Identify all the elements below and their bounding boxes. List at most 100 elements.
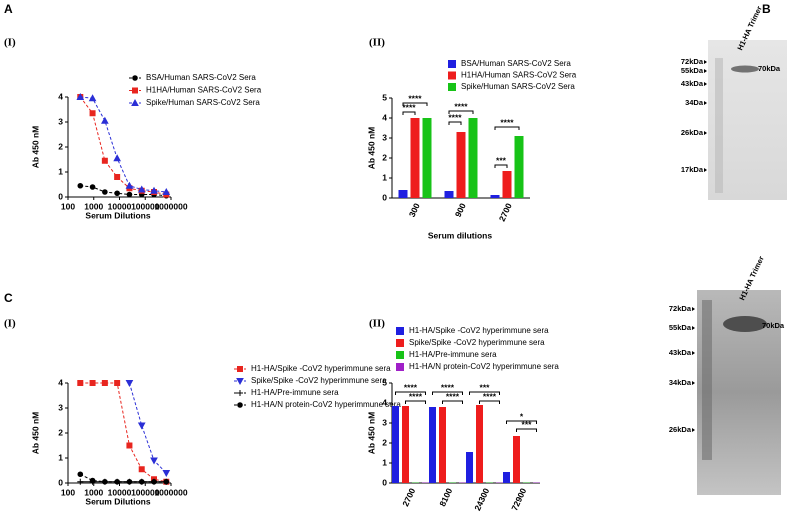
- marker-arrow: [704, 168, 707, 172]
- marker: [137, 422, 146, 430]
- bar: [402, 406, 409, 483]
- significance-bracket: [402, 102, 428, 106]
- blot-marker-label: 43kDa: [669, 348, 692, 357]
- marker: [89, 477, 96, 484]
- marker: [77, 478, 84, 485]
- significance-bracket: [516, 428, 537, 432]
- y-tick-label: 3: [58, 116, 63, 126]
- legend-label: Spike/Spike -CoV2 hyperimmune sera: [409, 338, 545, 347]
- marker: [114, 380, 121, 386]
- marker: [101, 157, 108, 164]
- bar: [439, 407, 446, 483]
- x-tick-label: 24300: [472, 486, 491, 512]
- x-tick-label: 2700: [400, 486, 417, 508]
- significance-bracket: [506, 420, 537, 424]
- legend-marker: [237, 390, 243, 396]
- panel-label: (II): [369, 37, 385, 49]
- legend-swatch: [396, 327, 404, 335]
- marker: [114, 478, 120, 485]
- x-axis-label: Serum Dilutions: [85, 210, 150, 220]
- y-tick-label: 0: [58, 191, 63, 201]
- x-tick-label: 100000: [131, 487, 160, 497]
- marker-arrow: [704, 82, 707, 86]
- significance-label: ****: [454, 101, 468, 111]
- bar: [490, 195, 500, 198]
- significance-bracket: [494, 126, 520, 130]
- significance-label: ****: [483, 391, 497, 401]
- x-tick-label: 2700: [497, 201, 514, 223]
- marker: [162, 470, 171, 478]
- significance-bracket: [448, 121, 462, 125]
- marker: [151, 478, 157, 485]
- x-tick-label: 1000000: [154, 487, 187, 497]
- marker-arrow: [692, 326, 695, 330]
- significance-label: ****: [409, 391, 423, 401]
- legend-label: H1-HA/Spike -CoV2 hyperimmune sera: [251, 364, 391, 373]
- panel-label: (I): [4, 37, 16, 49]
- marker: [163, 478, 170, 485]
- legend-label: H1HA/Human SARS-CoV2 Sera: [146, 86, 262, 95]
- significance-label: ****: [446, 391, 460, 401]
- bar: [466, 452, 473, 483]
- ladder-lane: [715, 58, 723, 193]
- x-tick-label: 1000: [84, 487, 103, 497]
- series-line: [80, 382, 167, 483]
- band-label: 70kDa: [762, 321, 785, 330]
- y-tick-label: 3: [382, 132, 387, 142]
- marker: [138, 466, 145, 473]
- legend-label: BSA/Human SARS-CoV2 Sera: [461, 59, 571, 68]
- legend-label: H1-HA/Pre-immune sera: [409, 350, 497, 359]
- bar: [422, 118, 432, 198]
- blot-marker-label: 17kDa: [681, 165, 704, 174]
- marker: [89, 184, 96, 190]
- y-axis-label: Ab 450 nM: [366, 127, 376, 170]
- significance-bracket: [479, 400, 500, 404]
- marker: [138, 478, 145, 485]
- y-tick-label: 5: [382, 377, 387, 387]
- significance-bracket: [494, 164, 508, 168]
- x-tick-label: 300: [407, 201, 422, 218]
- legend-label: H1-HA/N protein-CoV2 hyperimmune sera: [251, 400, 401, 409]
- legend-label: H1HA/Human SARS-CoV2 Sera: [461, 71, 577, 80]
- significance-bracket: [432, 391, 463, 395]
- x-tick-label: 900: [453, 201, 468, 218]
- panel-label: B: [762, 2, 771, 16]
- x-tick-label: 10000: [108, 201, 132, 211]
- marker: [126, 442, 133, 449]
- y-tick-label: 3: [58, 402, 63, 412]
- y-tick-label: 0: [382, 477, 387, 487]
- legend-label: Spike/Human SARS-CoV2 Sera: [146, 98, 260, 107]
- bar: [410, 118, 420, 198]
- marker: [102, 478, 108, 485]
- marker: [113, 154, 121, 162]
- legend-marker: [236, 378, 244, 386]
- y-axis-label: Ab 450 nM: [30, 126, 40, 169]
- bar: [444, 191, 454, 198]
- significance-label: ***: [522, 419, 533, 429]
- x-tick-label: 100000: [131, 201, 160, 211]
- y-tick-label: 2: [382, 152, 387, 162]
- marker: [114, 174, 121, 180]
- marker: [77, 182, 84, 189]
- significance-bracket: [402, 111, 416, 115]
- marker: [88, 94, 97, 102]
- y-tick-label: 1: [58, 452, 63, 462]
- y-tick-label: 3: [382, 417, 387, 427]
- panel-label: (II): [369, 318, 385, 330]
- marker: [150, 186, 158, 194]
- panel-label: A: [4, 2, 13, 16]
- marker: [162, 187, 171, 195]
- x-tick-label: 1000: [84, 201, 103, 211]
- marker-arrow: [692, 307, 695, 311]
- significance-bracket: [442, 400, 463, 404]
- significance-label: ****: [500, 117, 514, 127]
- legend-swatch: [396, 363, 404, 371]
- marker: [150, 457, 158, 465]
- significance-bracket: [448, 110, 474, 114]
- marker: [101, 116, 109, 124]
- significance-label: ****: [408, 93, 422, 103]
- y-tick-label: 4: [382, 397, 387, 407]
- legend-label: H1-HA/N protein-CoV2 hyperimmune sera: [409, 362, 559, 371]
- legend-marker: [132, 87, 138, 94]
- x-tick-label: 72900: [509, 486, 528, 512]
